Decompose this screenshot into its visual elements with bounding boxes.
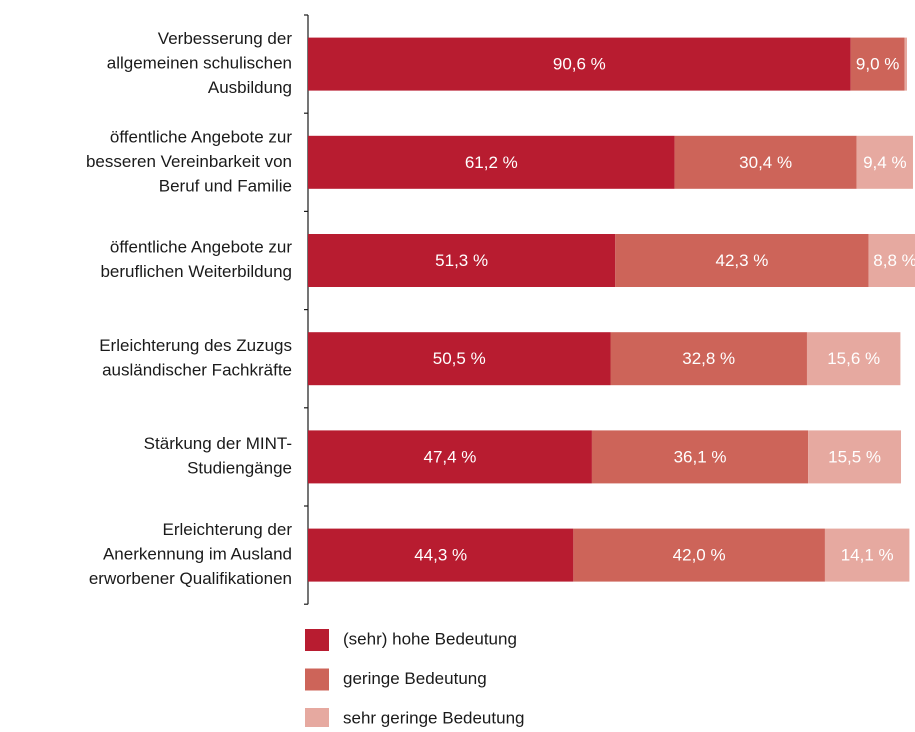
bar-segment	[308, 430, 592, 484]
value-label: 15,5 %	[828, 447, 881, 466]
bar-segment	[856, 135, 913, 189]
bar-segment	[904, 37, 907, 91]
bar-segment	[850, 37, 905, 91]
y-tick-label: Verbesserung der	[158, 29, 293, 48]
value-label: 42,3 %	[716, 251, 769, 270]
y-tick-label: Ausbildung	[208, 78, 292, 97]
value-label: 30,4 %	[739, 153, 792, 172]
value-label: 15,6 %	[827, 349, 880, 368]
bar-segment	[308, 234, 616, 287]
value-label: 9,4 %	[863, 153, 906, 172]
y-tick-label: Beruf und Familie	[159, 176, 292, 195]
y-tick-label: Erleichterung des Zuzugs	[99, 336, 292, 355]
value-label: 14,1 %	[841, 546, 894, 565]
bar-segment	[308, 135, 675, 189]
bar-segment	[674, 135, 857, 189]
y-tick-label: erworbener Qualifikationen	[89, 569, 292, 588]
bar-segment	[308, 37, 851, 91]
y-tick-label: Anerkennung im Ausland	[103, 545, 292, 564]
bar-segment	[806, 332, 901, 386]
y-tick-label: besseren Vereinbarkeit von	[86, 152, 292, 171]
value-label: 50,5 %	[433, 349, 486, 368]
bar-segment	[615, 234, 869, 287]
value-label: 51,3 %	[435, 251, 488, 270]
value-label: 61,2 %	[465, 153, 518, 172]
y-tick-label: öffentliche Angebote zur	[110, 127, 292, 146]
value-label: 36,1 %	[674, 447, 727, 466]
y-tick-label: Studiengänge	[187, 459, 292, 478]
value-label: 9,0 %	[856, 55, 899, 74]
value-label: 44,3 %	[414, 546, 467, 565]
bar-segment	[868, 234, 915, 287]
legend-label: geringe Bedeutung	[343, 669, 487, 688]
y-tick-label: öffentliche Angebote zur	[110, 238, 292, 257]
bar-segment	[824, 528, 910, 582]
bar-segment	[610, 332, 807, 386]
legend-label: sehr geringe Bedeutung	[343, 708, 524, 727]
bar-segment	[808, 430, 902, 484]
bar-segment	[308, 528, 574, 582]
legend-label: (sehr) hohe Bedeutung	[343, 629, 517, 648]
y-tick-label: Stärkung der MINT-	[144, 434, 292, 453]
value-label: 8,8 %	[873, 251, 915, 270]
value-label: 47,4 %	[423, 447, 476, 466]
y-tick-label: ausländischer Fachkräfte	[102, 360, 292, 379]
value-label: 42,0 %	[673, 546, 726, 565]
y-tick-label: Erleichterung der	[163, 520, 293, 539]
legend-swatch	[305, 668, 329, 691]
y-tick-label: beruflichen Weiterbildung	[100, 262, 292, 281]
value-label: 32,8 %	[682, 349, 735, 368]
bar-segment	[308, 332, 611, 386]
bar-segment	[573, 528, 825, 582]
value-label: 90,6 %	[553, 55, 606, 74]
legend-swatch	[305, 708, 329, 730]
y-tick-label: allgemeinen schulischen	[107, 54, 292, 73]
legend-swatch	[305, 629, 329, 651]
bar-segment	[591, 430, 809, 484]
